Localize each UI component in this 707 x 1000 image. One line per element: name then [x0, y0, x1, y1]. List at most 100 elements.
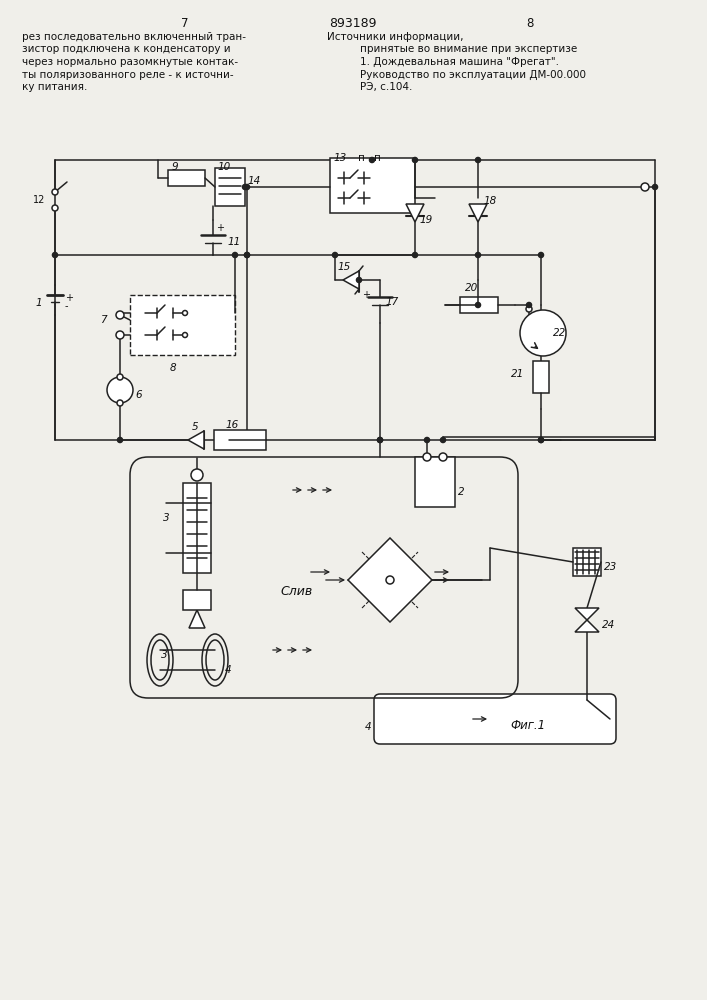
Circle shape — [52, 205, 58, 211]
Text: п: п — [374, 153, 381, 163]
Text: 17: 17 — [385, 297, 398, 307]
Text: через нормально разомкнутые контак-: через нормально разомкнутые контак- — [22, 57, 238, 67]
Bar — [415, 457, 455, 507]
Circle shape — [520, 310, 566, 356]
Text: 13: 13 — [334, 153, 347, 163]
Bar — [533, 361, 549, 393]
Polygon shape — [348, 538, 432, 622]
Bar — [573, 548, 601, 576]
Circle shape — [527, 302, 532, 308]
Circle shape — [539, 252, 544, 257]
Circle shape — [539, 438, 544, 442]
Circle shape — [356, 277, 361, 282]
Bar — [330, 158, 415, 213]
Text: 11: 11 — [227, 237, 240, 247]
Circle shape — [107, 377, 133, 403]
Circle shape — [191, 469, 203, 481]
Circle shape — [243, 184, 247, 190]
Text: 893189: 893189 — [329, 17, 377, 30]
Text: 9: 9 — [172, 162, 179, 172]
Polygon shape — [406, 204, 424, 222]
Text: 5: 5 — [192, 422, 199, 432]
Text: 23: 23 — [604, 562, 617, 572]
Text: 2: 2 — [458, 487, 464, 497]
Bar — [214, 430, 266, 450]
Text: 7: 7 — [181, 17, 189, 30]
Circle shape — [539, 438, 544, 442]
Text: 22: 22 — [553, 328, 566, 338]
Polygon shape — [469, 204, 487, 222]
Polygon shape — [575, 620, 599, 632]
Circle shape — [116, 331, 124, 339]
Circle shape — [653, 184, 658, 190]
Text: 18: 18 — [483, 196, 496, 206]
Bar — [168, 170, 205, 186]
Bar — [183, 590, 211, 610]
Circle shape — [116, 311, 124, 319]
Circle shape — [526, 306, 532, 312]
Circle shape — [412, 252, 418, 257]
Text: 3: 3 — [161, 650, 168, 660]
Text: Фиг.1: Фиг.1 — [510, 719, 545, 732]
Circle shape — [476, 157, 481, 162]
Text: РЭ, с.104.: РЭ, с.104. — [360, 82, 412, 92]
Text: 4: 4 — [225, 665, 232, 675]
Bar — [215, 168, 245, 206]
Text: 4: 4 — [365, 722, 372, 732]
Text: п: п — [358, 153, 365, 163]
Text: 16: 16 — [226, 420, 239, 430]
Text: +: + — [216, 223, 224, 233]
Text: -: - — [65, 301, 69, 311]
Polygon shape — [343, 271, 359, 289]
Circle shape — [424, 438, 429, 442]
Circle shape — [412, 157, 418, 162]
Polygon shape — [189, 610, 205, 628]
Circle shape — [423, 453, 431, 461]
Text: 3: 3 — [163, 513, 170, 523]
Text: Источники информации,: Источники информации, — [327, 32, 463, 42]
Text: 6: 6 — [135, 390, 141, 400]
Bar — [460, 297, 498, 313]
Circle shape — [476, 302, 481, 308]
Circle shape — [440, 438, 445, 442]
Polygon shape — [188, 431, 204, 449]
Circle shape — [386, 576, 394, 584]
Circle shape — [370, 157, 375, 162]
Text: зистор подключена к конденсатору и: зистор подключена к конденсатору и — [22, 44, 230, 54]
Circle shape — [52, 189, 58, 195]
Circle shape — [641, 183, 649, 191]
Text: 24: 24 — [602, 620, 615, 630]
Circle shape — [245, 252, 250, 257]
FancyBboxPatch shape — [374, 694, 616, 744]
Circle shape — [233, 252, 238, 257]
Circle shape — [117, 400, 123, 406]
Text: ты поляризованного реле - к источни-: ты поляризованного реле - к источни- — [22, 70, 233, 80]
Text: 10: 10 — [218, 162, 231, 172]
Text: +: + — [65, 293, 73, 303]
Circle shape — [378, 438, 382, 442]
Text: 1. Дождевальная машина "Фрегат".: 1. Дождевальная машина "Фрегат". — [360, 57, 559, 67]
Text: 7: 7 — [100, 315, 107, 325]
Circle shape — [117, 438, 122, 442]
Circle shape — [245, 184, 250, 190]
Circle shape — [378, 438, 382, 442]
Text: ку питания.: ку питания. — [22, 82, 88, 92]
Text: +: + — [362, 290, 370, 300]
Text: 14: 14 — [248, 176, 262, 186]
Circle shape — [182, 310, 187, 316]
Text: Слив: Слив — [280, 585, 312, 598]
Circle shape — [245, 252, 250, 257]
Text: 19: 19 — [420, 215, 433, 225]
Circle shape — [439, 453, 447, 461]
Circle shape — [476, 252, 481, 257]
Text: 8: 8 — [526, 17, 534, 30]
Text: 1: 1 — [35, 298, 42, 308]
Polygon shape — [575, 608, 599, 620]
Text: 20: 20 — [465, 283, 478, 293]
Circle shape — [332, 252, 337, 257]
Text: принятые во внимание при экспертизе: принятые во внимание при экспертизе — [360, 44, 577, 54]
Text: 12: 12 — [33, 195, 45, 205]
Circle shape — [52, 252, 57, 257]
Text: Руководство по эксплуатации ДМ-00.000: Руководство по эксплуатации ДМ-00.000 — [360, 70, 586, 80]
Bar — [183, 483, 211, 573]
